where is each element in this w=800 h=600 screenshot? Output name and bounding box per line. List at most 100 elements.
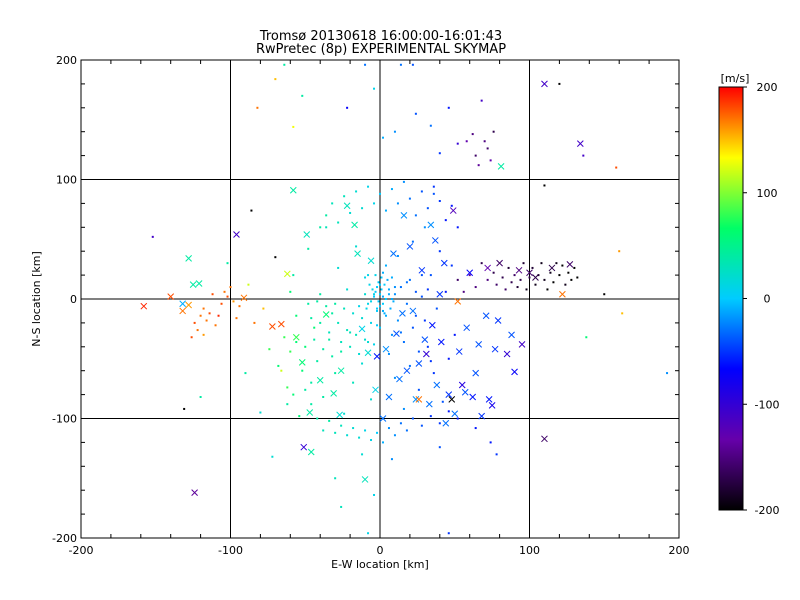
data-point-x	[425, 400, 433, 408]
data-point-dot	[420, 424, 423, 427]
data-point-dot	[379, 283, 381, 286]
data-point-dot	[567, 271, 570, 274]
data-point-x	[385, 393, 393, 401]
data-point-dot	[480, 99, 483, 102]
data-point-dot	[337, 221, 340, 224]
data-point-x	[422, 350, 430, 358]
data-point-dot	[367, 341, 370, 344]
data-point-dot	[229, 286, 232, 289]
data-point-x	[354, 250, 361, 257]
data-point-dot	[411, 417, 414, 420]
data-point-x	[566, 260, 574, 268]
data-point-dot	[199, 395, 202, 398]
data-point-dot	[370, 439, 373, 442]
data-point-dot	[349, 331, 352, 334]
data-point-x	[191, 489, 198, 496]
data-point-dot	[370, 321, 373, 324]
data-point-dot	[244, 372, 247, 375]
data-point-dot	[304, 345, 307, 348]
data-point-dot	[381, 295, 384, 298]
x-tick-label-3: 100	[519, 544, 540, 557]
data-point-dot	[444, 219, 447, 222]
data-point-dot	[450, 264, 453, 267]
data-point-dot	[277, 364, 280, 367]
data-point-x	[454, 298, 462, 305]
data-point-x	[511, 368, 518, 376]
data-point-dot	[381, 136, 384, 139]
data-point-dot	[370, 398, 373, 401]
data-point-dot	[558, 82, 561, 85]
data-point-dot	[582, 154, 585, 157]
data-point-dot	[546, 288, 549, 291]
data-point-dot	[183, 407, 186, 410]
data-point-dot	[426, 207, 429, 210]
data-point-dot	[384, 314, 387, 317]
data-point-x	[233, 231, 240, 238]
data-point-x	[358, 325, 366, 333]
data-point-dot	[256, 106, 259, 109]
data-point-dot	[301, 94, 304, 97]
data-point-x	[364, 349, 372, 357]
data-point-dot	[340, 341, 343, 344]
data-point-x	[396, 375, 403, 383]
data-point-dot	[367, 302, 370, 305]
data-point-x	[409, 307, 417, 315]
data-point-dot	[489, 441, 492, 444]
data-point-dot	[555, 262, 558, 265]
grid-lines	[81, 60, 679, 538]
data-point-dot	[438, 422, 441, 425]
data-point-dot	[507, 266, 510, 269]
data-point-dot	[355, 333, 358, 336]
data-point-dot	[525, 288, 528, 291]
data-point-dot	[346, 288, 349, 291]
data-point-dot	[543, 278, 546, 281]
data-point-x	[541, 435, 548, 443]
data-point-dot	[283, 63, 286, 66]
data-point-dot	[364, 293, 367, 296]
data-point-dot	[402, 180, 405, 183]
data-point-x	[307, 448, 315, 456]
data-point-x	[195, 280, 203, 287]
data-point-x	[300, 443, 308, 451]
data-point-dot	[504, 288, 507, 291]
data-point-dot	[226, 262, 229, 265]
data-point-dot	[373, 202, 376, 205]
data-point-dot	[474, 154, 477, 157]
data-point-dot	[393, 130, 396, 133]
data-point-dot	[280, 369, 283, 372]
data-point-dot	[220, 302, 223, 305]
data-point-dot	[426, 288, 429, 291]
data-point-dot	[235, 317, 238, 320]
data-point-dot	[313, 326, 316, 329]
data-point-dot	[447, 532, 450, 535]
data-point-dot	[432, 192, 435, 195]
data-point-dot	[376, 324, 379, 327]
data-point-dot	[513, 274, 516, 277]
data-point-dot	[380, 276, 383, 279]
colorbar: [m/s] 200 100 0 -100 -200	[718, 72, 779, 517]
data-point-dot	[384, 209, 387, 212]
data-point-dot	[486, 147, 489, 150]
data-point-dot	[528, 276, 531, 279]
data-point-dot	[387, 293, 390, 296]
data-point-dot	[423, 226, 426, 229]
colorbar-label: [m/s]	[721, 72, 750, 85]
data-point-dot	[334, 431, 337, 434]
data-point-x	[437, 338, 445, 346]
data-point-dot	[364, 276, 367, 279]
data-point-x	[485, 396, 493, 403]
data-point-dot	[462, 290, 465, 293]
y-tick-label-1: -100	[52, 413, 77, 426]
data-point-dot	[202, 333, 205, 336]
data-point-dot	[358, 305, 361, 308]
data-point-x	[373, 353, 381, 360]
data-point-dot	[373, 293, 376, 296]
data-point-x	[400, 211, 408, 219]
data-point-x	[406, 243, 414, 250]
data-point-dot	[367, 532, 370, 535]
data-point-dot	[250, 209, 253, 212]
data-point-x	[382, 345, 390, 353]
data-point-dot	[429, 274, 432, 277]
data-point-x	[508, 331, 515, 339]
